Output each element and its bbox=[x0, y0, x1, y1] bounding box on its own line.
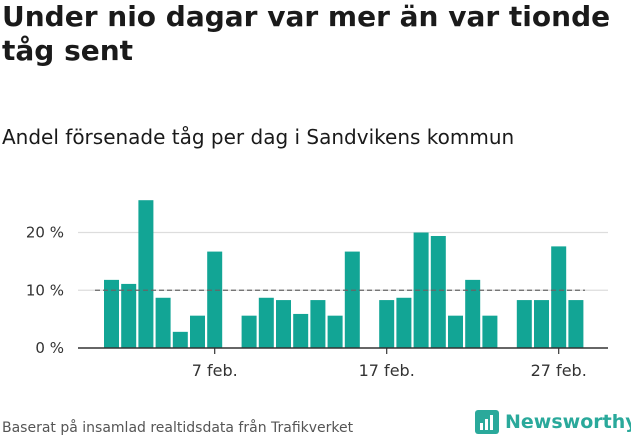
source-note: Baserat på insamlad realtidsdata från Tr… bbox=[2, 420, 354, 436]
bar bbox=[482, 315, 498, 348]
bar-chart: 0 % 10 % 20 % 7 feb. 17 feb. 27 feb. bbox=[26, 200, 608, 380]
bar bbox=[344, 251, 360, 348]
bar bbox=[568, 300, 584, 348]
bar bbox=[104, 279, 119, 348]
bar bbox=[276, 300, 291, 348]
bar bbox=[534, 300, 549, 348]
bars bbox=[104, 200, 584, 348]
bar bbox=[430, 235, 446, 348]
bar bbox=[190, 315, 205, 348]
bar bbox=[327, 315, 343, 348]
bar bbox=[293, 313, 309, 348]
bar bbox=[448, 315, 463, 348]
bar bbox=[551, 246, 567, 348]
bar bbox=[258, 297, 274, 348]
brand-name: Newsworthy bbox=[505, 411, 631, 433]
bar bbox=[413, 232, 429, 348]
bar bbox=[241, 315, 257, 348]
chart-title: Under nio dagar var mer än var tionde tå… bbox=[2, 0, 611, 67]
chart-subtitle: Andel försenade tåg per dag i Sandvikens… bbox=[2, 125, 515, 149]
bar bbox=[310, 300, 326, 348]
bar bbox=[172, 331, 188, 348]
brand-logo[interactable]: Newsworthy bbox=[475, 410, 631, 434]
bar bbox=[516, 300, 532, 348]
bar bbox=[379, 300, 395, 348]
y-tick-label: 0 % bbox=[35, 339, 64, 357]
y-tick-label: 10 % bbox=[26, 281, 64, 299]
bar bbox=[465, 279, 481, 348]
bar bbox=[207, 251, 223, 348]
bar bbox=[396, 297, 412, 348]
newsworthy-logo-icon bbox=[475, 410, 499, 434]
bar bbox=[121, 283, 137, 348]
bar bbox=[155, 297, 171, 348]
axes: 0 % 10 % 20 % 7 feb. 17 feb. 27 feb. bbox=[26, 224, 608, 380]
x-tick-label: 27 feb. bbox=[531, 361, 587, 380]
gridlines bbox=[78, 231, 608, 291]
x-tick-label: 17 feb. bbox=[359, 361, 415, 380]
x-tick-label: 7 feb. bbox=[192, 361, 238, 380]
bar bbox=[138, 200, 154, 348]
y-tick-label: 20 % bbox=[26, 224, 64, 242]
